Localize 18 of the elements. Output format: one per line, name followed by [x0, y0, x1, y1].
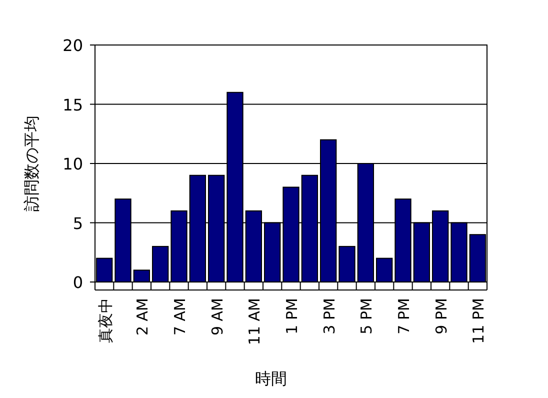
x-tick-label: 5 PM [358, 298, 376, 334]
x-axis-title: 時間 [255, 369, 287, 388]
y-tick-label: 20 [62, 36, 83, 55]
y-tick-label: 10 [62, 154, 83, 174]
x-tick-label: 1 PM [283, 298, 301, 334]
x-tick-label: 9 PM [432, 298, 450, 334]
y-axis-title: 訪問数の平均 [22, 116, 41, 212]
x-tick-label: 2 AM [134, 298, 152, 336]
y-tick-label: 5 [72, 214, 83, 233]
x-tick-label: 11 PM [470, 298, 488, 344]
x-tick-label: 7 PM [395, 298, 413, 334]
x-tick-label: 9 AM [208, 298, 226, 336]
x-tick-label: 3 PM [320, 298, 338, 334]
x-tick-label: 11 AM [246, 298, 264, 346]
x-tick-label: 7 AM [171, 298, 189, 336]
y-tick-label: 0 [72, 273, 83, 292]
x-tick-label: 真夜中 [96, 298, 114, 343]
y-tick-label: 15 [62, 95, 83, 114]
